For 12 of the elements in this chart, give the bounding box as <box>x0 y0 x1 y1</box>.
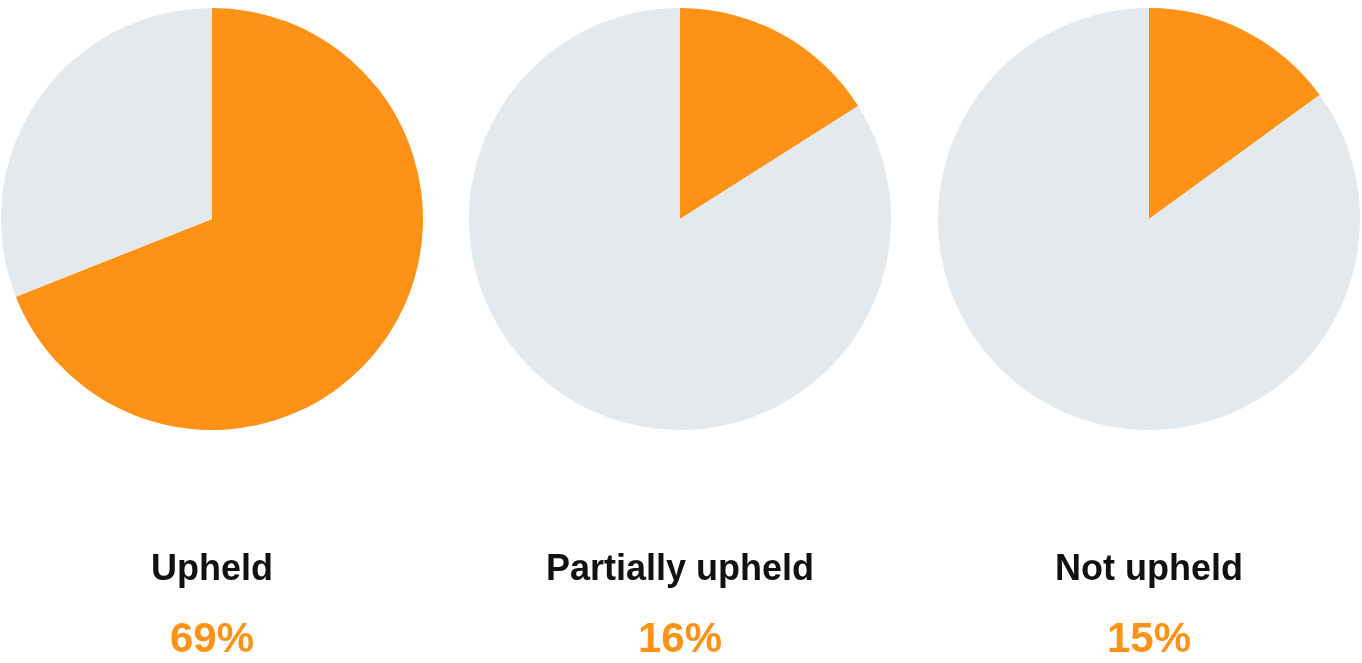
pie-slice <box>469 8 891 430</box>
pie-slice <box>15 8 423 430</box>
text: Partially upheld <box>545 547 815 588</box>
pie-slice <box>1 8 212 297</box>
text: 16% <box>637 614 723 661</box>
text: Not upheld <box>1055 547 1243 588</box>
pie-slice <box>1149 8 1320 219</box>
pie-slice <box>680 8 859 219</box>
text: 15% <box>1106 614 1192 661</box>
pie-slice <box>938 8 1360 430</box>
text: 69% <box>169 614 255 661</box>
text: Upheld <box>151 547 273 588</box>
